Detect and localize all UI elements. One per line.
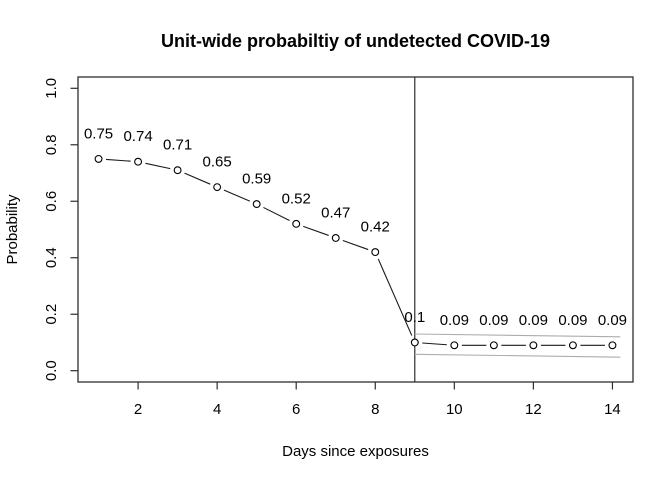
data-point (292, 219, 301, 228)
data-point-label: 0.65 (203, 154, 232, 171)
chart-title: Unit-wide probabiltiy of undetected COVI… (161, 31, 550, 51)
data-point-label: 0.47 (321, 204, 350, 221)
data-point (489, 341, 498, 350)
y-axis-label: Probability (4, 194, 21, 265)
data-point-label: 0.09 (598, 312, 627, 329)
data-point-label: 0.71 (163, 137, 192, 154)
data-point-label: 0.1 (404, 309, 425, 326)
data-point-label: 0.09 (479, 312, 508, 329)
series-segment (377, 258, 413, 336)
data-point (371, 248, 380, 257)
ci-lower-line (414, 353, 621, 358)
data-point (173, 166, 182, 175)
series-segment (223, 189, 250, 202)
data-point-label: 0.09 (519, 312, 548, 329)
y-tick-label: 0.6 (43, 191, 60, 212)
y-tick-label: 1.0 (43, 78, 60, 99)
y-tick-label: 0.2 (43, 304, 60, 325)
plot-area: 0.75 0.74 0.710.650.590.520.470.420.1 0.09 0… (43, 76, 634, 418)
series-segment (342, 239, 369, 251)
ci-upper-line (414, 333, 621, 338)
data-point (450, 341, 459, 350)
data-point (410, 338, 419, 347)
x-tick-label: 14 (604, 401, 621, 418)
y-tick-label: 0.0 (43, 360, 60, 381)
x-tick-label: 6 (292, 401, 300, 418)
data-point (134, 157, 143, 166)
data-point (213, 183, 222, 192)
data-point-label: 0.59 (242, 171, 271, 188)
data-point (331, 234, 340, 242)
y-tick-label: 0.4 (43, 247, 60, 268)
data-point-label: 0.09 (440, 312, 469, 329)
series-segment (145, 162, 171, 170)
data-point-label: 0.09 (558, 312, 587, 329)
data-point-label: 0.52 (282, 190, 311, 207)
x-tick-label: 4 (213, 401, 221, 418)
data-point-label: 0.75 (84, 125, 113, 142)
data-point (94, 154, 103, 163)
plot-box (77, 76, 634, 383)
data-point-label: 0.42 (361, 219, 390, 236)
x-tick-label: 12 (525, 401, 542, 418)
x-tick-label: 10 (446, 401, 463, 418)
data-point (608, 341, 617, 350)
series-segment (105, 158, 131, 162)
y-tick-label: 0.8 (43, 134, 60, 155)
series-segment (263, 206, 290, 221)
data-point (252, 200, 261, 209)
data-point (568, 341, 577, 350)
data-point-label: 0.74 (123, 128, 152, 145)
series-segment (184, 172, 211, 185)
series-segment (303, 225, 329, 236)
series-segment (422, 342, 447, 346)
data-point (529, 341, 538, 350)
x-tick-label: 2 (134, 401, 142, 418)
x-tick-label: 8 (371, 401, 379, 418)
x-axis-label: Days since exposures (282, 443, 429, 460)
